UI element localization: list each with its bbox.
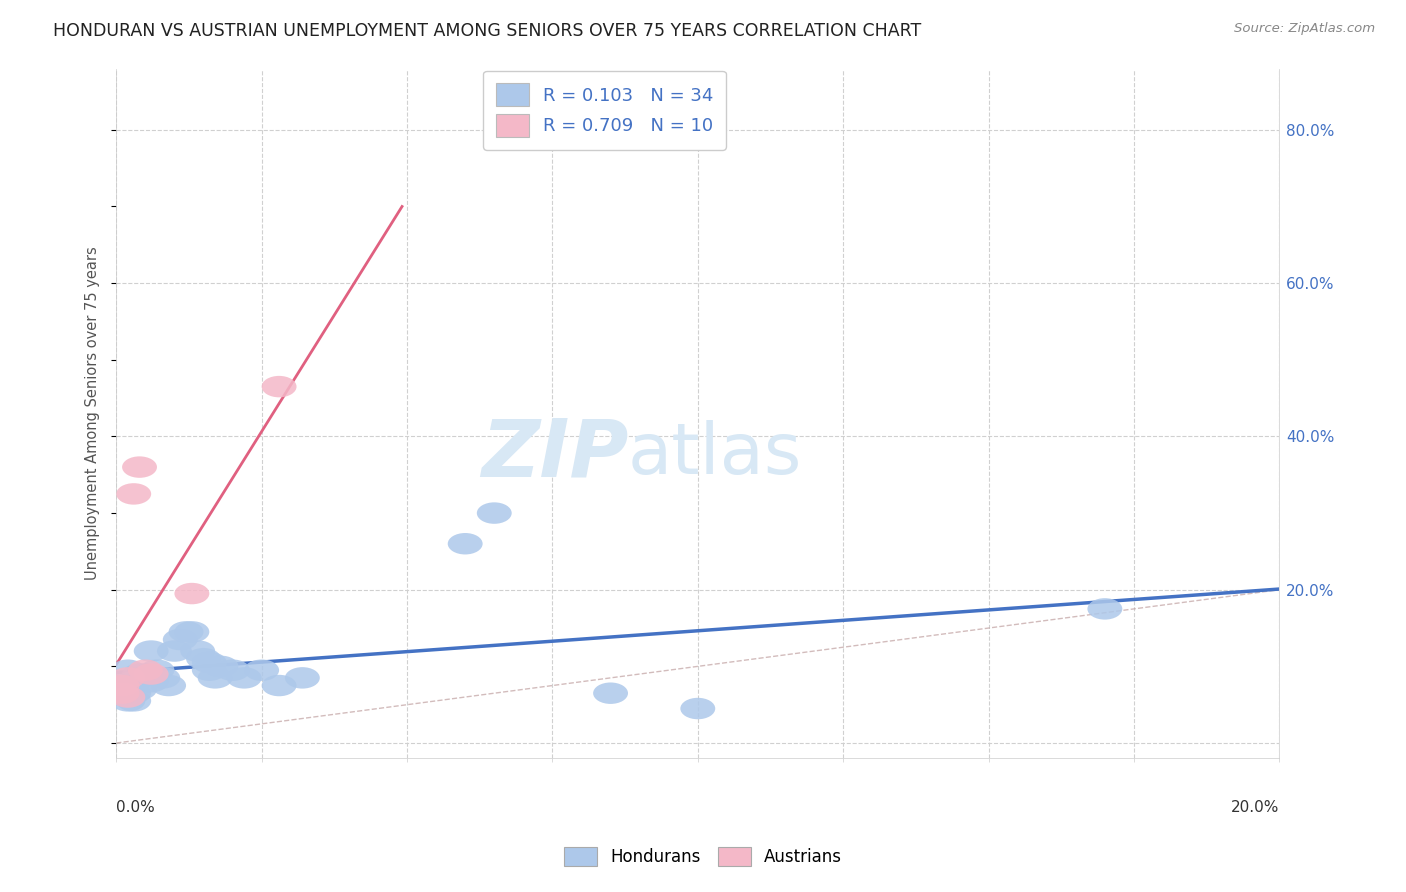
Ellipse shape xyxy=(117,690,152,712)
Ellipse shape xyxy=(122,457,157,478)
Ellipse shape xyxy=(104,682,139,704)
Ellipse shape xyxy=(215,659,250,681)
Legend: Hondurans, Austrians: Hondurans, Austrians xyxy=(557,840,849,873)
Ellipse shape xyxy=(204,656,239,677)
Ellipse shape xyxy=(245,659,280,681)
Ellipse shape xyxy=(262,376,297,397)
Ellipse shape xyxy=(117,671,152,692)
Ellipse shape xyxy=(186,648,221,669)
Ellipse shape xyxy=(139,659,174,681)
Ellipse shape xyxy=(111,667,145,689)
Ellipse shape xyxy=(447,533,482,555)
Ellipse shape xyxy=(477,502,512,524)
Ellipse shape xyxy=(681,698,716,719)
Ellipse shape xyxy=(111,659,145,681)
Legend: R = 0.103   N = 34, R = 0.709   N = 10: R = 0.103 N = 34, R = 0.709 N = 10 xyxy=(484,70,725,150)
Ellipse shape xyxy=(122,664,157,685)
Ellipse shape xyxy=(163,629,198,650)
Ellipse shape xyxy=(174,621,209,642)
Ellipse shape xyxy=(593,682,628,704)
Text: Source: ZipAtlas.com: Source: ZipAtlas.com xyxy=(1234,22,1375,36)
Ellipse shape xyxy=(134,640,169,662)
Text: 0.0%: 0.0% xyxy=(117,800,155,814)
Ellipse shape xyxy=(198,667,232,689)
Text: HONDURAN VS AUSTRIAN UNEMPLOYMENT AMONG SENIORS OVER 75 YEARS CORRELATION CHART: HONDURAN VS AUSTRIAN UNEMPLOYMENT AMONG … xyxy=(53,22,922,40)
Ellipse shape xyxy=(128,659,163,681)
Y-axis label: Unemployment Among Seniors over 75 years: Unemployment Among Seniors over 75 years xyxy=(86,246,100,581)
Ellipse shape xyxy=(134,671,169,692)
Ellipse shape xyxy=(134,664,169,685)
Ellipse shape xyxy=(285,667,319,689)
Ellipse shape xyxy=(169,621,204,642)
Ellipse shape xyxy=(152,675,186,697)
Ellipse shape xyxy=(226,667,262,689)
Ellipse shape xyxy=(117,483,152,505)
Ellipse shape xyxy=(174,582,209,604)
Ellipse shape xyxy=(262,675,297,697)
Ellipse shape xyxy=(104,675,139,697)
Text: ZIP: ZIP xyxy=(481,416,628,494)
Text: 20.0%: 20.0% xyxy=(1230,800,1279,814)
Ellipse shape xyxy=(117,682,152,704)
Ellipse shape xyxy=(145,667,180,689)
Ellipse shape xyxy=(157,640,191,662)
Ellipse shape xyxy=(111,686,145,707)
Ellipse shape xyxy=(111,690,145,712)
Ellipse shape xyxy=(1087,599,1122,620)
Ellipse shape xyxy=(191,652,226,673)
Ellipse shape xyxy=(122,679,157,700)
Text: atlas: atlas xyxy=(628,420,803,490)
Ellipse shape xyxy=(128,664,163,685)
Ellipse shape xyxy=(191,659,226,681)
Ellipse shape xyxy=(104,675,139,697)
Ellipse shape xyxy=(180,640,215,662)
